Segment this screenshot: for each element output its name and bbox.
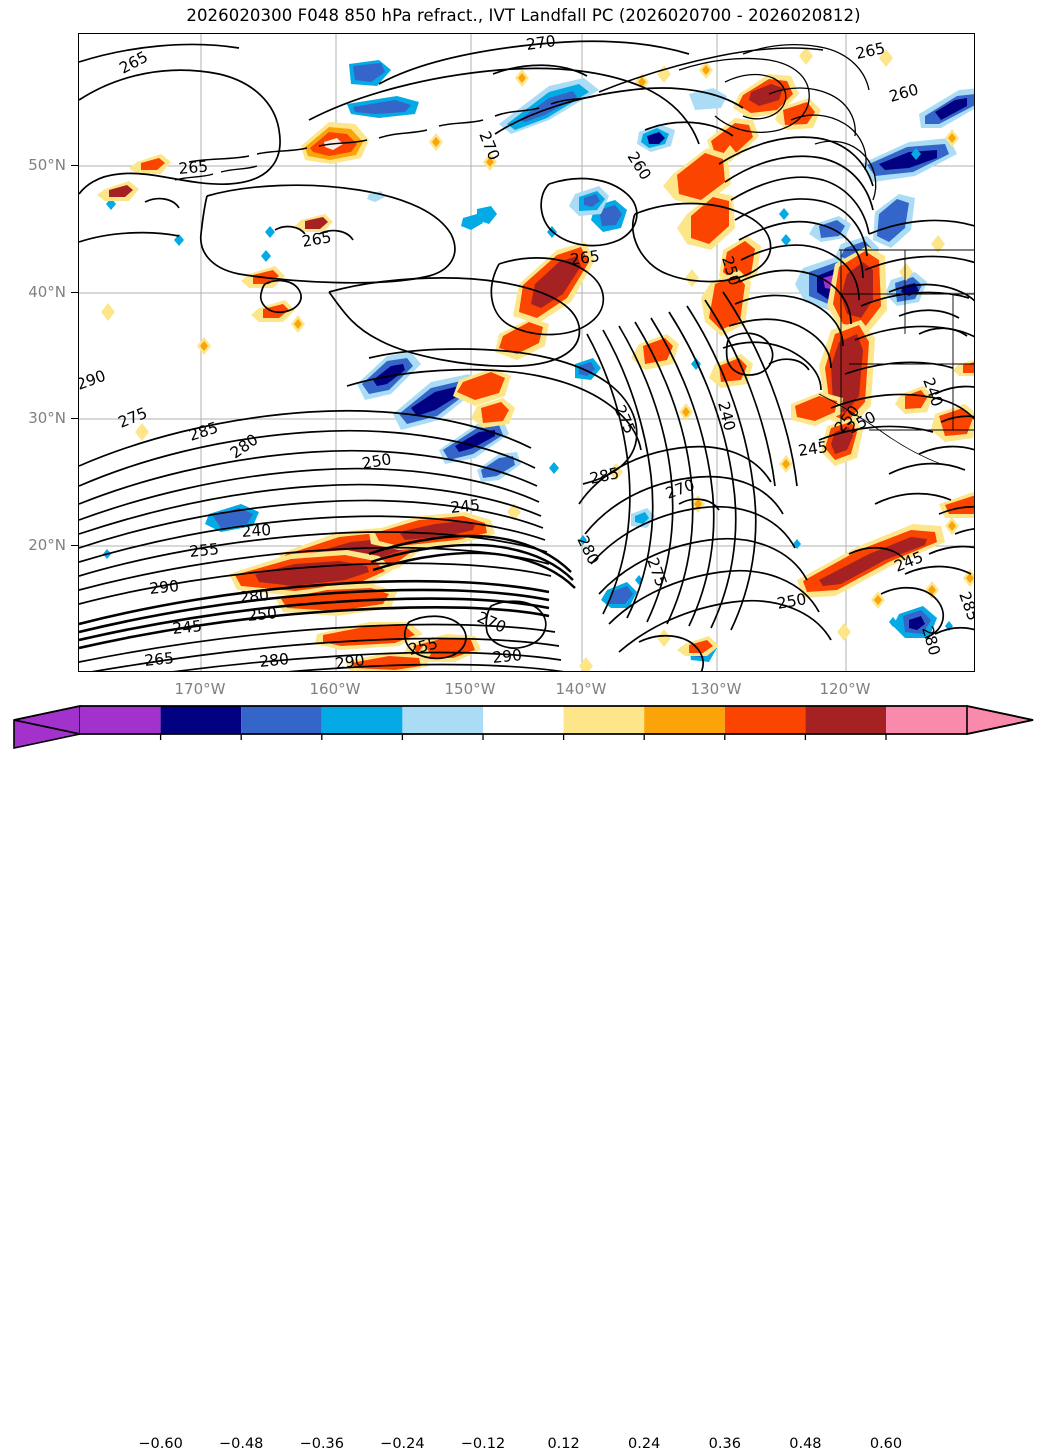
svg-text:265: 265: [569, 247, 601, 269]
colorbar-tick-label: 0.36: [708, 1436, 741, 1452]
svg-text:280: 280: [239, 586, 270, 607]
colorbar-tick-label: −0.24: [380, 1436, 425, 1452]
xtick-label-170w: 170°W: [174, 680, 226, 698]
colorbar-extend-high: [966, 705, 1034, 735]
page-title: 2026020300 F048 850 hPa refract., IVT La…: [186, 6, 861, 25]
colorbar-tick-label: −0.60: [138, 1436, 183, 1452]
colorbar-tick-label: 0.60: [869, 1436, 903, 1452]
xtick-label-150w: 150°W: [444, 680, 496, 698]
colorbar-seg-4: [402, 706, 483, 734]
refractivity-contours: [79, 40, 974, 671]
colorbar-outline: [13, 705, 1034, 735]
svg-text:240: 240: [241, 521, 272, 541]
ytick-mark: [71, 418, 78, 420]
svg-text:265: 265: [178, 157, 209, 178]
svg-text:245: 245: [172, 617, 203, 638]
colorbar-seg-8: [724, 706, 806, 734]
colorbar-seg-0: [80, 706, 161, 734]
svg-text:290: 290: [334, 651, 366, 671]
svg-text:290: 290: [149, 577, 180, 598]
colorbar-segments: [80, 706, 967, 734]
colorbar-tick-label: 0.48: [789, 1436, 822, 1452]
colorbar-seg-7: [644, 706, 725, 734]
xtick-label-130w: 130°W: [690, 680, 742, 698]
contour-inline-labels: 265 265 265 265 270 270 260 260 265 250 …: [79, 34, 974, 671]
ytick-mark: [71, 165, 78, 167]
shaded-anomalies-positive: [97, 47, 974, 671]
svg-text:280: 280: [259, 650, 290, 671]
contour-map-svg: 265 265 265 265 270 270 260 260 265 250 …: [79, 34, 974, 671]
svg-text:290: 290: [492, 646, 523, 667]
ytick-mark: [71, 292, 78, 294]
xtick-label-120w: 120°W: [819, 680, 871, 698]
xtick-label-160w: 160°W: [309, 680, 361, 698]
svg-text:255: 255: [189, 540, 220, 561]
colorbar-seg-10: [886, 706, 967, 734]
ytick-label-40n: 40°N: [28, 283, 66, 301]
colorbar-tick-label: 0.24: [628, 1436, 661, 1452]
colorbar-tick-label: −0.48: [218, 1436, 264, 1452]
map-axes[interactable]: 265 265 265 265 270 270 260 260 265 250 …: [78, 33, 975, 672]
svg-text:270: 270: [525, 34, 557, 54]
svg-text:245: 245: [797, 438, 829, 460]
svg-text:265: 265: [854, 39, 887, 63]
ytick-label-50n: 50°N: [28, 156, 66, 174]
colorbar-tick-label: 0.12: [547, 1436, 580, 1452]
svg-text:285: 285: [588, 464, 621, 488]
colorbar-seg-2: [241, 706, 322, 734]
ytick-mark: [71, 545, 78, 547]
colorbar-svg[interactable]: [0, 698, 1047, 765]
figure-canvas: 2026020300 F048 850 hPa refract., IVT La…: [0, 6, 1047, 1452]
svg-text:250: 250: [361, 450, 393, 473]
colorbar-ticks: [159, 734, 887, 740]
colorbar-seg-3: [321, 706, 403, 734]
colorbar-seg-9: [805, 706, 886, 734]
colorbar-seg-5: [483, 706, 564, 734]
xtick-label-140w: 140°W: [555, 680, 607, 698]
colorbar[interactable]: −0.60 −0.48 −0.36 −0.24 −0.12 0.12 0.24 …: [0, 698, 1047, 1452]
svg-text:250: 250: [776, 590, 808, 613]
svg-text:265: 265: [301, 228, 333, 251]
map-plot-area: 265 265 265 265 270 270 260 260 265 250 …: [79, 34, 974, 671]
colorbar-tick-label: −0.36: [299, 1436, 345, 1452]
colorbar-seg-1: [160, 706, 242, 734]
ytick-label-20n: 20°N: [28, 536, 66, 554]
ytick-label-30n: 30°N: [28, 409, 66, 427]
colorbar-seg-6: [563, 706, 645, 734]
axis-tick-labels: 50°N 40°N 30°N 20°N 170°W 160°W 150°W 14…: [28, 156, 871, 698]
svg-text:265: 265: [144, 649, 175, 670]
svg-text:250: 250: [247, 604, 278, 625]
colorbar-tick-label: −0.12: [460, 1436, 506, 1452]
svg-text:245: 245: [450, 496, 481, 517]
